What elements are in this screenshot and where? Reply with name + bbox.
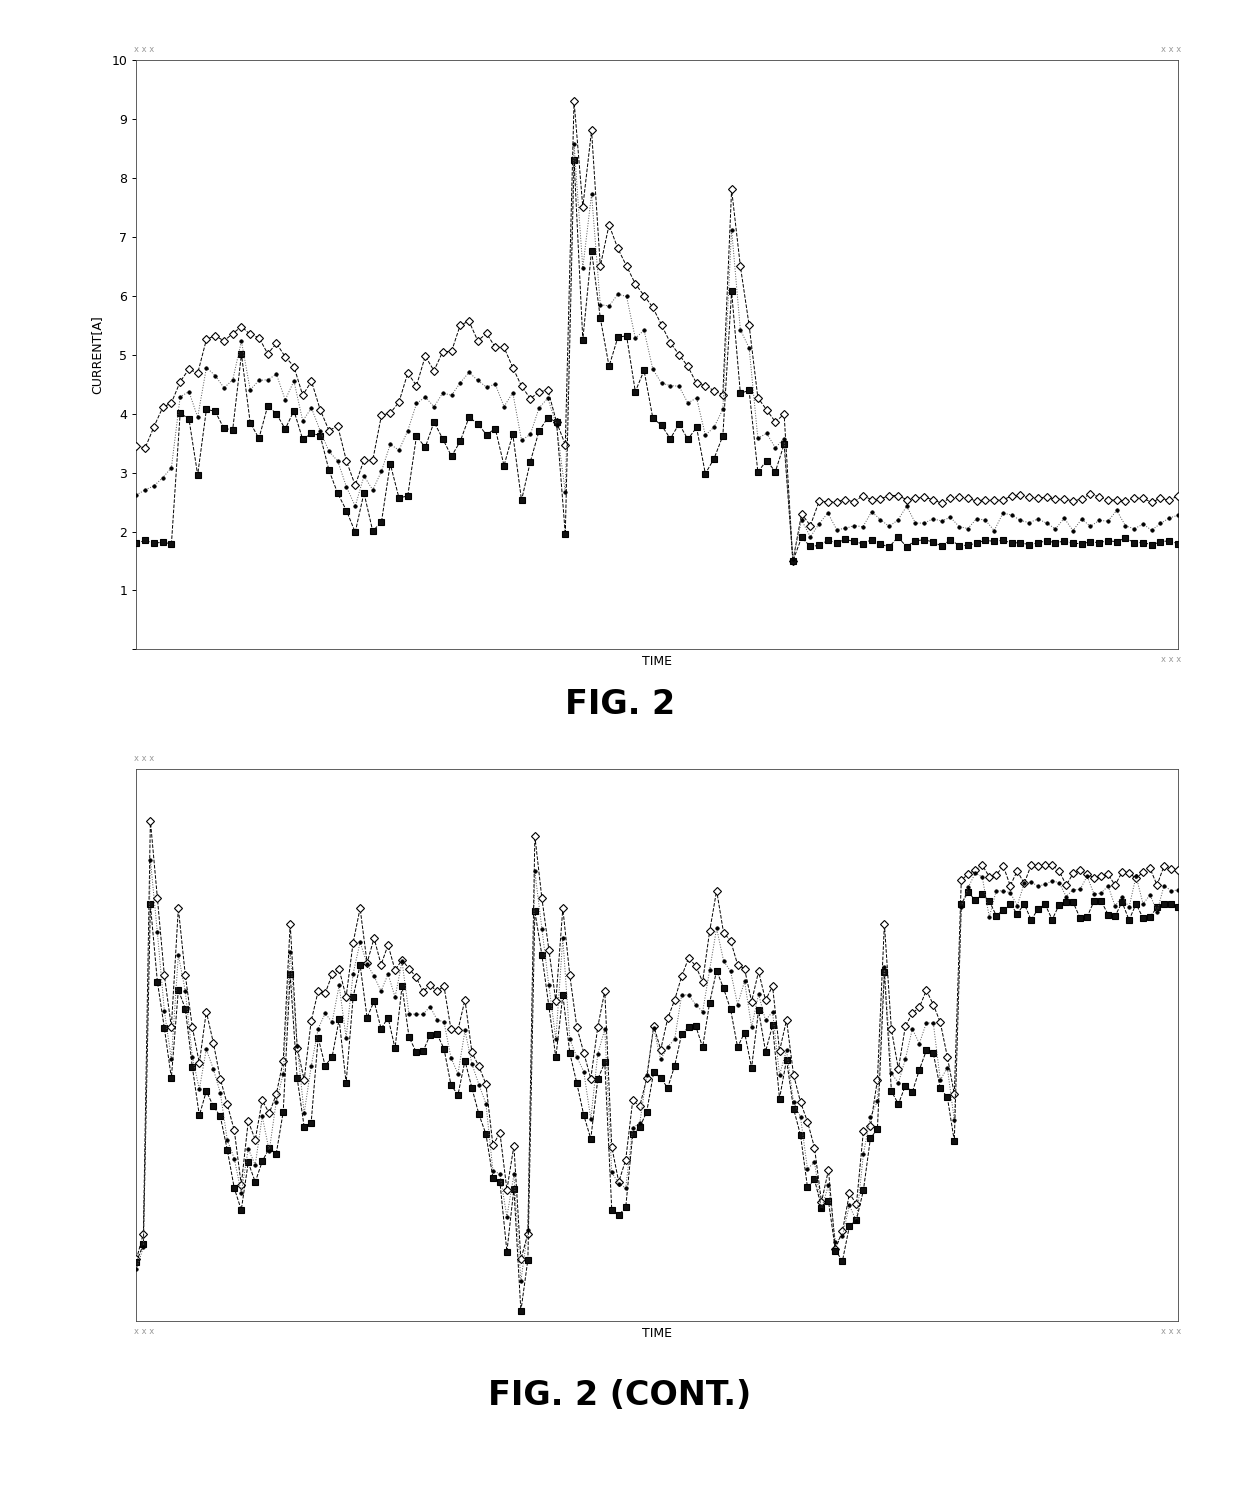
Y-axis label: CURRENT[A]: CURRENT[A] bbox=[91, 315, 103, 394]
Text: x x x: x x x bbox=[1161, 45, 1180, 54]
Text: x x x: x x x bbox=[134, 45, 154, 54]
Text: x x x: x x x bbox=[1161, 655, 1180, 664]
Text: FIG. 2 (CONT.): FIG. 2 (CONT.) bbox=[489, 1380, 751, 1412]
X-axis label: TIME: TIME bbox=[642, 655, 672, 667]
X-axis label: TIME: TIME bbox=[642, 1327, 672, 1339]
Text: FIG. 2: FIG. 2 bbox=[565, 688, 675, 721]
Text: x x x: x x x bbox=[1161, 1327, 1180, 1336]
Text: x x x: x x x bbox=[134, 1327, 154, 1336]
Text: x x x: x x x bbox=[134, 754, 154, 763]
